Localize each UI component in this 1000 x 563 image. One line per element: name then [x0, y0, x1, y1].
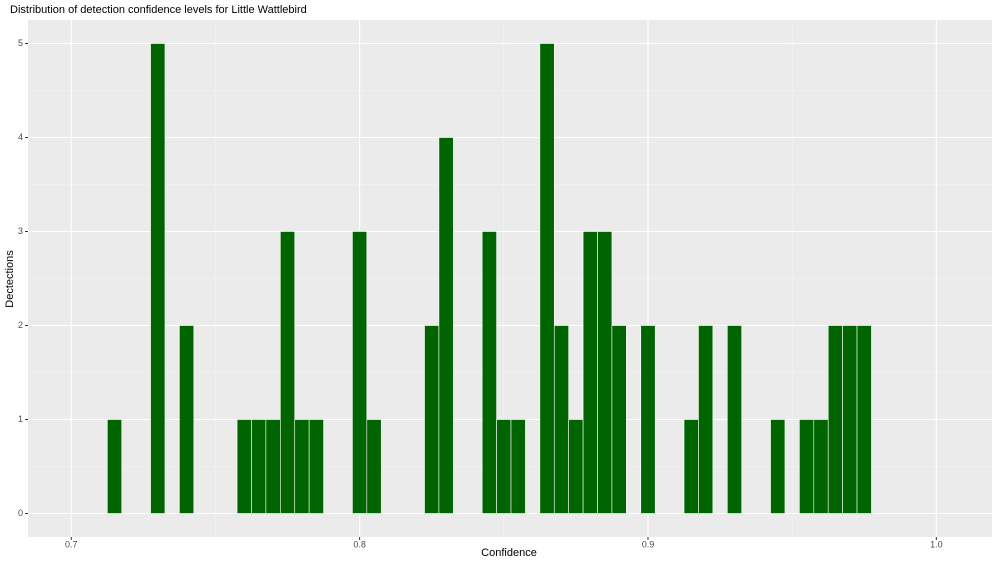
- bar: [107, 419, 123, 514]
- bar: [539, 43, 555, 514]
- bar: [568, 419, 584, 514]
- y-tick-label: 3: [18, 226, 23, 236]
- bar: [481, 231, 497, 514]
- bar: [611, 325, 627, 514]
- bar: [236, 419, 252, 514]
- bar: [597, 231, 613, 514]
- bar: [799, 419, 815, 514]
- y-tick-label: 4: [18, 132, 23, 142]
- x-tick-label: 0.8: [353, 539, 366, 549]
- bar: [510, 419, 526, 514]
- bar: [308, 419, 324, 514]
- y-tick-label: 0: [18, 508, 23, 518]
- x-tick-label: 0.7: [65, 539, 78, 549]
- y-tick-label: 2: [18, 320, 23, 330]
- bar: [251, 419, 267, 514]
- x-axis-label: Confidence: [481, 547, 537, 559]
- bar: [726, 325, 743, 514]
- y-axis-label: Dectections: [4, 250, 16, 308]
- bar: [294, 419, 310, 514]
- bar: [265, 419, 281, 514]
- bar: [438, 137, 454, 514]
- x-tick-label: 0.9: [642, 539, 655, 549]
- bar: [683, 419, 699, 514]
- bar: [813, 419, 829, 514]
- bar: [842, 325, 858, 514]
- bar: [582, 231, 598, 514]
- bar: [352, 231, 368, 514]
- bar: [179, 325, 195, 514]
- chart-title: Distribution of detection confidence lev…: [10, 4, 307, 16]
- bar: [856, 325, 872, 514]
- bar: [770, 419, 786, 514]
- bar: [640, 325, 656, 514]
- bar: [827, 325, 843, 514]
- bar: [698, 325, 714, 514]
- bar: [280, 231, 296, 514]
- bar: [496, 419, 512, 514]
- y-tick-label: 5: [18, 38, 23, 48]
- y-tick-label: 1: [18, 414, 23, 424]
- bar: [424, 325, 440, 514]
- bar: [553, 325, 569, 514]
- x-tick-label: 1.0: [930, 539, 943, 549]
- bar: [366, 419, 382, 514]
- bar: [150, 43, 166, 514]
